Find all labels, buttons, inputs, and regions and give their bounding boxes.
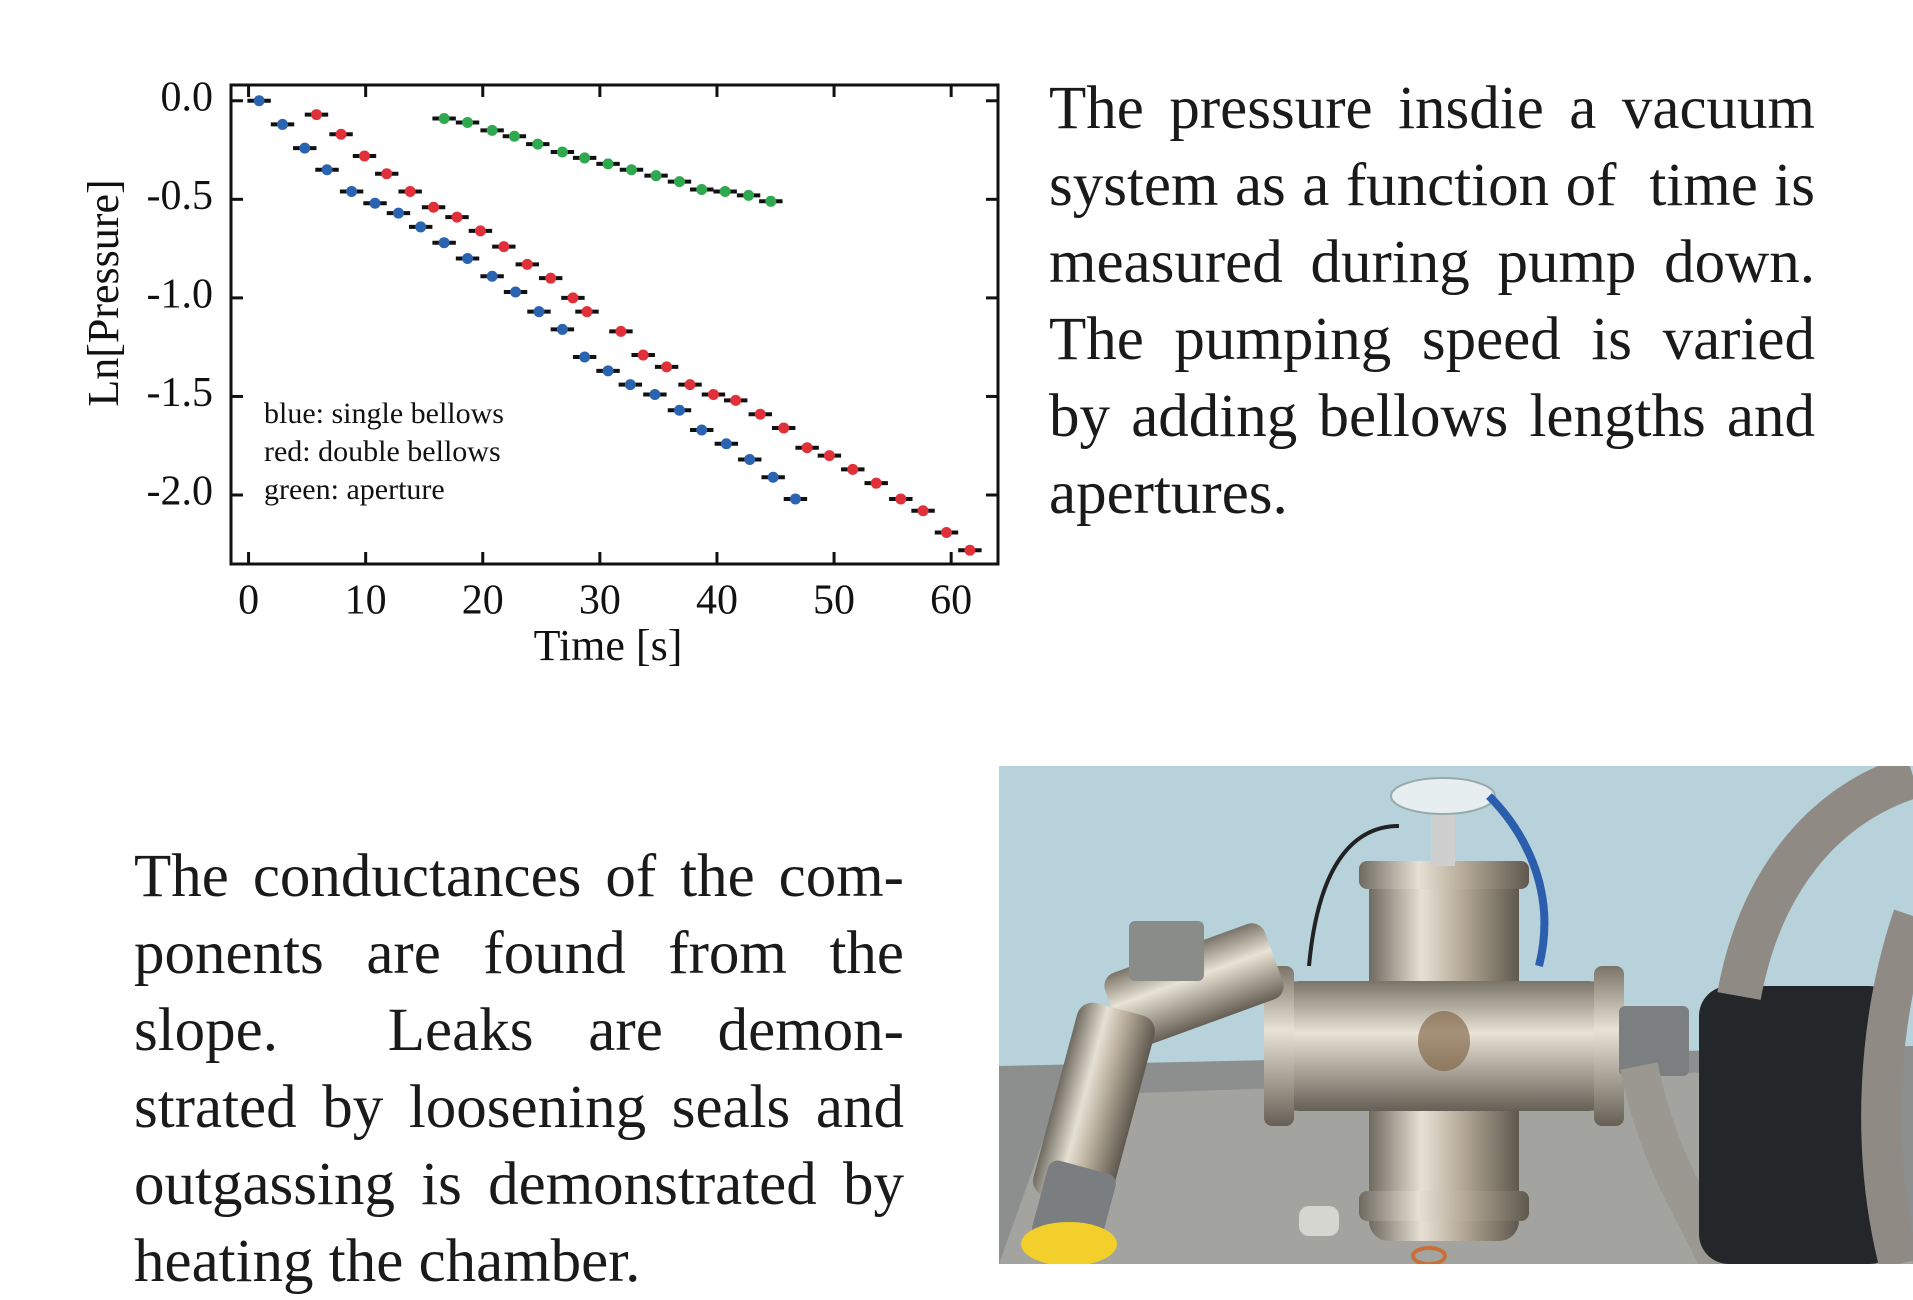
- data-point: [299, 142, 311, 154]
- y-tick-label: -0.5: [147, 173, 214, 219]
- data-point: [253, 95, 265, 107]
- data-point: [707, 388, 719, 400]
- chart: Time [s] Ln[Pressure] 0.0 -0.5 -1.0 -1.5 -2.…: [79, 74, 1000, 670]
- data-point: [567, 292, 579, 304]
- data-point: [462, 252, 474, 264]
- data-point: [277, 118, 289, 130]
- data-point: [696, 424, 708, 436]
- data-point: [649, 388, 661, 400]
- data-point: [404, 185, 416, 197]
- data-point: [696, 183, 708, 195]
- data-point: [661, 361, 673, 373]
- data-point: [602, 365, 614, 377]
- paragraph: The conductances of the com-ponents are …: [134, 843, 920, 1295]
- data-point: [625, 164, 637, 176]
- y-tick-label: -1.0: [147, 272, 214, 318]
- data-point: [743, 189, 755, 201]
- data-point: [730, 394, 742, 406]
- data-point: [765, 195, 777, 207]
- x-tick-label: 0: [238, 578, 259, 624]
- data-point: [744, 454, 756, 466]
- data-point: [823, 450, 835, 462]
- x-axis-label: Time [s]: [534, 621, 683, 670]
- data-point: [451, 211, 463, 223]
- data-point: [650, 170, 662, 182]
- data-point: [521, 258, 533, 270]
- data-point: [581, 306, 593, 318]
- paragraph: The pressure insdie a vacuum system as a…: [1049, 75, 1846, 527]
- data-point: [438, 237, 450, 249]
- y-tick-label: 0.0: [161, 74, 214, 120]
- data-point: [778, 422, 790, 434]
- data-point: [310, 109, 322, 121]
- data-point: [870, 477, 882, 489]
- y-tick-label: -2.0: [147, 469, 214, 515]
- annotation: blue: single bellows: [264, 397, 504, 430]
- data-point: [673, 404, 685, 416]
- data-point: [624, 379, 636, 391]
- data-point: [754, 408, 766, 420]
- photo: [999, 766, 1913, 1264]
- data-point: [462, 116, 474, 128]
- data-point: [579, 152, 591, 164]
- x-tick-label: 30: [579, 578, 621, 624]
- data-point: [533, 306, 545, 318]
- annotation: red: double bellows: [264, 435, 501, 468]
- data-point: [545, 272, 557, 284]
- data-point: [321, 164, 333, 176]
- data-point: [637, 349, 649, 361]
- data-point: [474, 225, 486, 237]
- data-point: [720, 438, 732, 450]
- data-point: [602, 158, 614, 170]
- data-point: [579, 351, 591, 363]
- data-point: [510, 286, 522, 298]
- x-tick-label: 20: [462, 578, 504, 624]
- data-point: [369, 197, 381, 209]
- x-tick-label: 10: [345, 578, 387, 624]
- data-point: [767, 471, 779, 483]
- data-point: [719, 185, 731, 197]
- data-point: [438, 113, 450, 125]
- annotation: green: aperture: [264, 473, 445, 506]
- y-axis-label: Ln[Pressure]: [79, 179, 128, 406]
- data-point: [847, 463, 859, 475]
- data-point: [428, 201, 440, 213]
- data-point: [335, 128, 347, 140]
- data-point: [940, 526, 952, 538]
- page: Time [s] Ln[Pressure] 0.0 -0.5 -1.0 -1.5 -2.…: [79, 74, 1913, 1295]
- data-point: [556, 323, 568, 335]
- data-point: [673, 176, 685, 188]
- data-point: [801, 442, 813, 454]
- data-point: [917, 505, 929, 517]
- data-point: [556, 146, 568, 158]
- data-point: [895, 493, 907, 505]
- data-point: [346, 185, 358, 197]
- data-point: [615, 325, 627, 337]
- data-point: [486, 270, 498, 282]
- data-point: [415, 221, 427, 233]
- data-point: [532, 138, 544, 150]
- x-tick-label: 50: [813, 578, 855, 624]
- y-tick-label: -1.5: [147, 370, 214, 416]
- data-point: [486, 124, 498, 136]
- data-point: [964, 544, 976, 556]
- x-tick-label: 60: [930, 578, 972, 624]
- data-point: [498, 241, 510, 253]
- plot-frame: [229, 83, 1000, 566]
- data-point: [508, 130, 520, 142]
- data-point: [381, 168, 393, 180]
- x-tick-label: 40: [696, 578, 738, 624]
- data-point: [358, 150, 370, 162]
- data-point: [392, 207, 404, 219]
- data-point: [684, 379, 696, 391]
- data-point: [789, 493, 801, 505]
